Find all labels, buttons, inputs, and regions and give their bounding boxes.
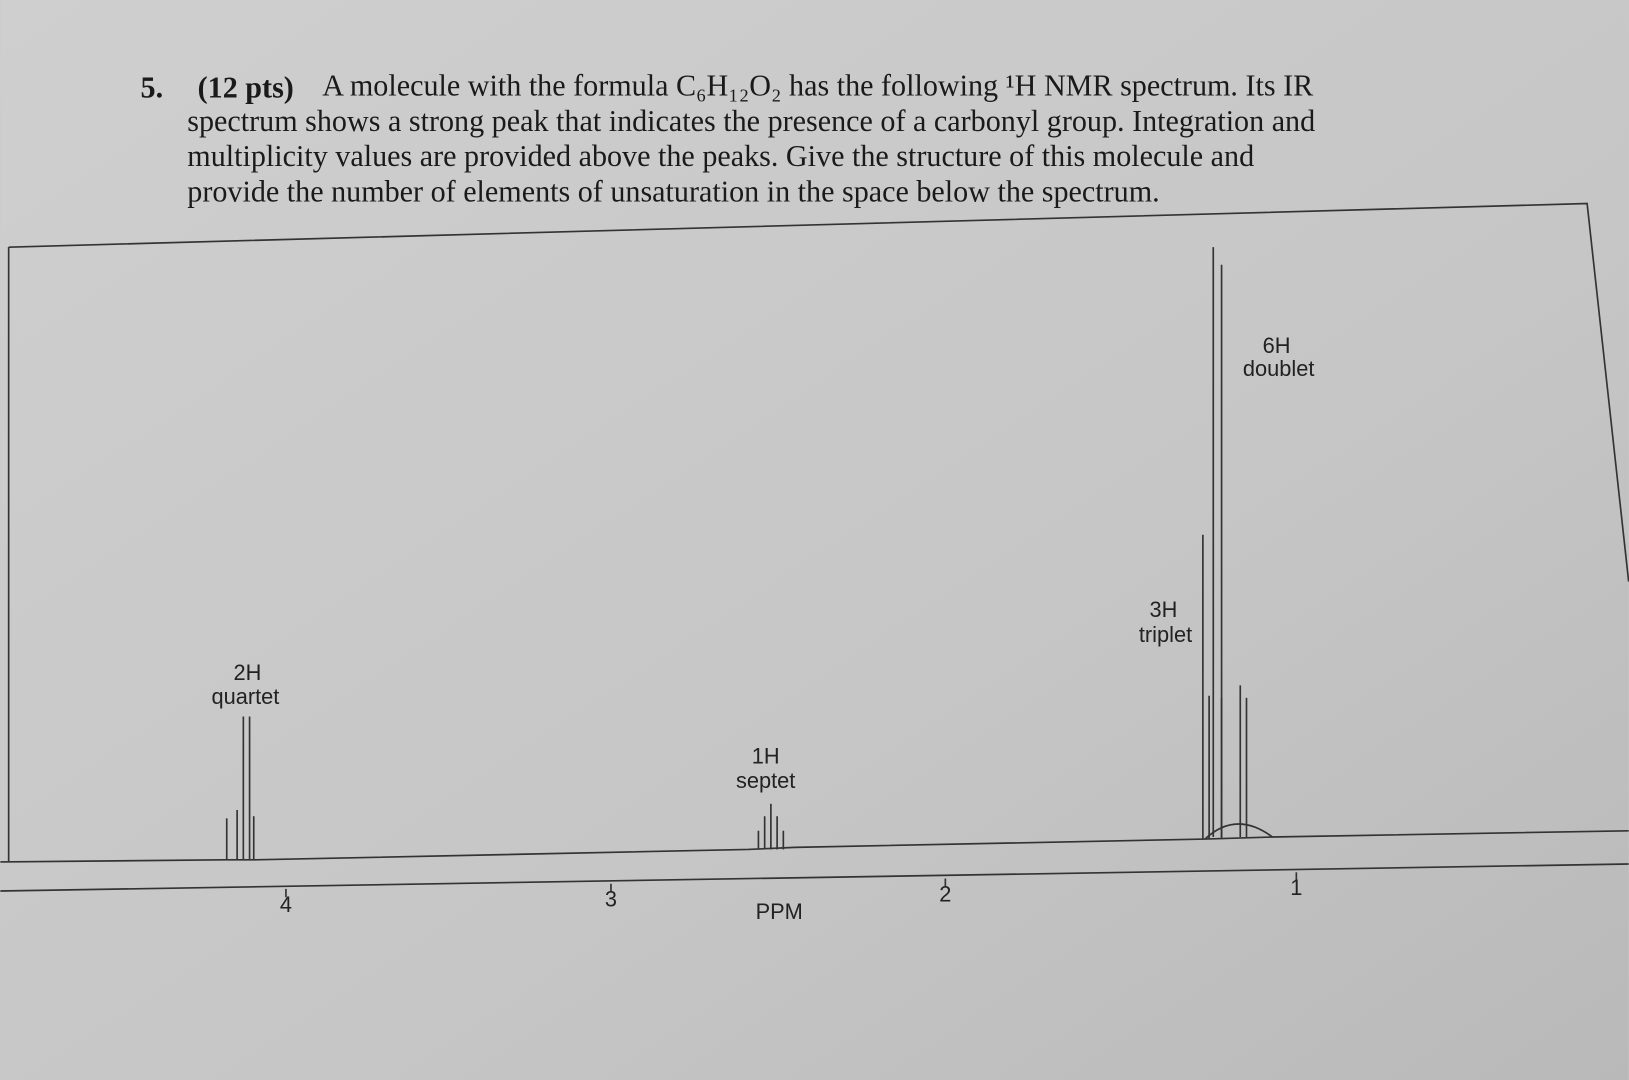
question-number: 5. xyxy=(141,71,164,105)
question-line: A molecule with the formula C₆H₁₂O₂ has … xyxy=(322,69,1314,103)
axis-tick-label: 3 xyxy=(605,887,617,912)
peak-multiplicity: septet xyxy=(736,768,795,793)
axis-tick-label: 4 xyxy=(280,892,292,917)
peak-integration: 3H xyxy=(1149,597,1177,622)
quartet-peak xyxy=(225,716,255,860)
septet-peak xyxy=(757,803,785,850)
question-points: (12 pts) xyxy=(198,71,294,105)
spectrum xyxy=(0,202,1629,898)
doublet-peak xyxy=(1204,247,1273,840)
peak-multiplicity: triplet xyxy=(1139,622,1192,647)
axis-tick-label: 1 xyxy=(1290,875,1302,900)
axis-label: PPM xyxy=(756,899,803,924)
peak-integration: 2H xyxy=(234,660,262,685)
peak-integration: 1H xyxy=(752,743,780,768)
peak-integration: 6H xyxy=(1263,333,1291,358)
axis-tick-label: 2 xyxy=(939,881,951,906)
question-line: provide the number of elements of unsatu… xyxy=(187,174,1159,208)
peak-multiplicity: doublet xyxy=(1243,356,1315,381)
axis-line xyxy=(0,863,1629,892)
question-line: spectrum shows a strong peak that indica… xyxy=(187,104,1315,138)
peak-multiplicity: quartet xyxy=(211,684,279,709)
frame xyxy=(8,202,1629,582)
question-line: multiplicity values are provided above t… xyxy=(187,139,1254,173)
